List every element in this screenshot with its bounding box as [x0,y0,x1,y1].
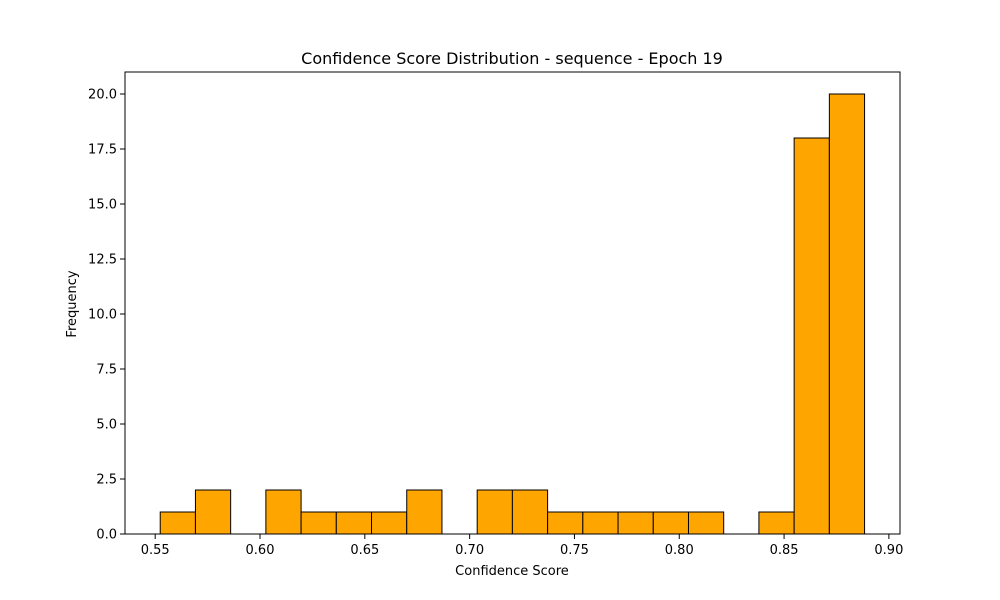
y-tick-label: 5.0 [96,418,117,433]
x-tick-label: 0.90 [874,543,903,558]
x-tick-label: 0.80 [665,543,694,558]
histogram-bar [547,511,584,535]
y-axis: 0.0 2.5 5.0 7.5 10.0 12.5 15.0 17.5 20.0 [88,88,125,543]
y-tick-label: 20.0 [88,88,117,103]
y-tick-label: 7.5 [96,363,117,378]
histogram-bar [793,137,830,535]
x-tick-label: 0.55 [141,543,170,558]
x-axis: 0.55 0.60 0.65 0.70 0.75 0.80 0.85 0.90 [141,534,903,558]
histogram-bar [335,511,373,535]
y-axis-label: Frequency [65,270,80,337]
x-tick-label: 0.70 [455,543,484,558]
histogram-bar [617,511,654,535]
histogram-bar [828,93,866,535]
histogram-bar [194,489,232,535]
histogram-bar [300,511,337,535]
x-tick-label: 0.60 [246,543,275,558]
y-tick-label: 12.5 [88,253,117,268]
histogram-bar [371,511,408,535]
y-tick-label: 17.5 [88,143,117,158]
y-tick-label: 0.0 [96,528,117,543]
histogram-bar [159,511,196,535]
histogram-bar [406,489,443,535]
histogram-bar [652,511,689,535]
histogram-bar [758,511,795,535]
histogram-bar [265,489,302,535]
histogram-bar [687,511,725,535]
x-tick-label: 0.75 [560,543,589,558]
histogram-bar [511,489,549,535]
y-tick-label: 10.0 [88,308,117,323]
plot-frame [124,71,901,535]
x-tick-label: 0.85 [770,543,799,558]
y-tick-label: 2.5 [96,473,117,488]
histogram-bar [476,489,513,535]
histogram-bar [582,511,619,535]
x-axis-label: Confidence Score [455,564,569,579]
y-tick-label: 15.0 [88,198,117,213]
chart-title: Confidence Score Distribution - sequence… [301,49,723,68]
bars-group [159,93,866,535]
x-tick-label: 0.65 [350,543,379,558]
